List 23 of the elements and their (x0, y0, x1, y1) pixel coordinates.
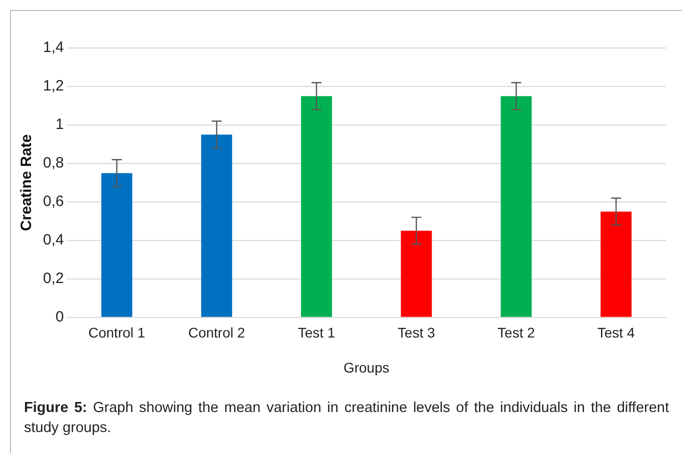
x-tick-label: Test 3 (398, 324, 436, 341)
x-tick-label: Test 1 (298, 324, 336, 341)
x-tick-label: Control 1 (88, 324, 146, 341)
bar (400, 230, 432, 317)
y-tick-label: 1 (56, 116, 64, 134)
bar (500, 96, 532, 317)
x-tick-label: Control 2 (188, 324, 246, 341)
y-tick-label: 0,4 (42, 232, 64, 249)
y-tick-label: 0,2 (42, 270, 64, 288)
y-tick-label: 0 (56, 308, 64, 326)
x-tick-label: Test 2 (498, 324, 536, 341)
y-tick-label: 1,4 (42, 39, 64, 56)
bar (301, 96, 332, 317)
x-axis-title: Groups (343, 359, 390, 376)
y-axis-title: Creatine Rate (18, 134, 36, 232)
bar (201, 134, 232, 317)
bar (101, 173, 132, 317)
y-tick-label: 1,2 (42, 78, 64, 95)
x-tick-label: Test 4 (597, 324, 635, 341)
y-tick-label: 0,8 (42, 154, 64, 172)
bar (600, 212, 632, 317)
y-tick-label: 0,6 (42, 193, 64, 210)
caption: Figure 5: Graph showing the mean variation in creatinine levels of the individuals in the different study groups. (24, 399, 669, 438)
